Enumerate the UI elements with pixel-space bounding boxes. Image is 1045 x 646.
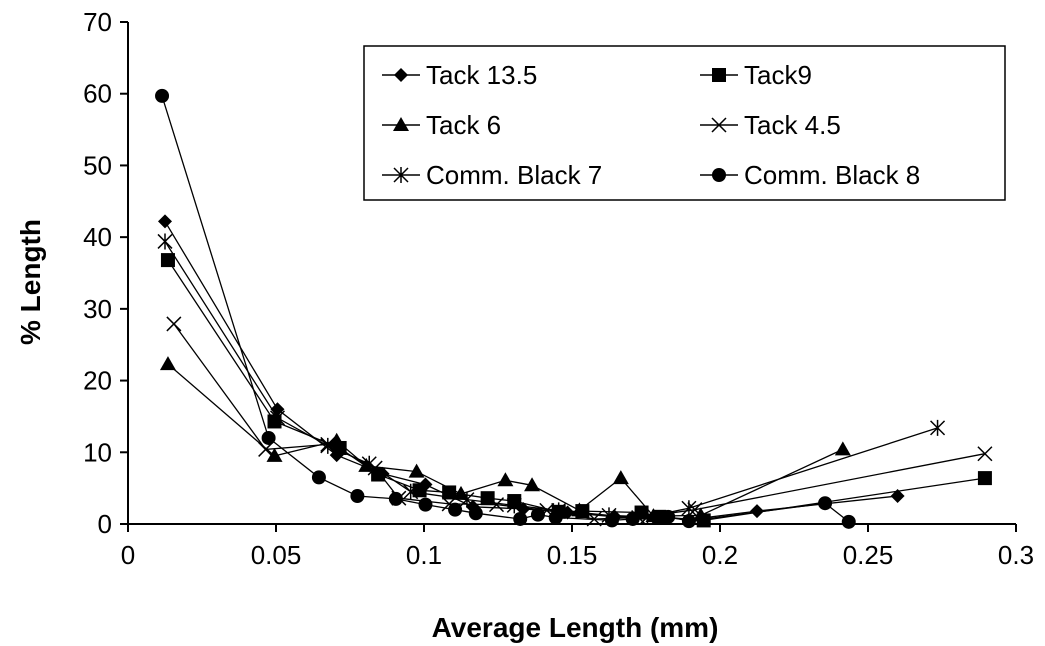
y-tick-label: 0 <box>98 509 112 539</box>
data-point <box>418 497 433 512</box>
x-tick-label: 0.2 <box>702 540 738 570</box>
data-point <box>506 497 522 514</box>
data-point <box>548 510 563 525</box>
data-point <box>681 514 696 529</box>
data-point <box>166 316 182 332</box>
x-tick-label: 0.3 <box>998 540 1034 570</box>
data-point <box>320 437 336 454</box>
data-point <box>612 470 629 485</box>
data-point <box>160 253 175 268</box>
data-point <box>625 511 640 526</box>
tick-labels: 0 10 20 30 40 50 60 70 0 0.05 0.1 0.15 0.2 0.25 0.3 <box>83 7 1034 570</box>
data-point <box>388 491 403 506</box>
legend-label: Tack 6 <box>426 110 501 140</box>
data-point <box>681 500 697 517</box>
y-tick-label: 10 <box>83 437 112 467</box>
data-point <box>157 233 173 250</box>
data-point <box>371 467 386 482</box>
legend-label: Comm. Black 7 <box>426 160 602 190</box>
legend-label: Tack 13.5 <box>426 60 537 90</box>
data-point <box>328 432 345 447</box>
data-point <box>408 463 425 478</box>
data-point <box>403 483 419 500</box>
y-tick-label: 60 <box>83 79 112 109</box>
legend-item: Tack9 <box>700 60 812 90</box>
data-point <box>977 471 992 486</box>
x-tick-label: 0.1 <box>406 540 442 570</box>
legend-item: Comm. Black 7 <box>382 160 602 190</box>
legend-item: Tack 13.5 <box>382 60 537 90</box>
series-6 <box>155 88 856 529</box>
axes <box>120 21 1017 532</box>
y-axis-title: % Length <box>15 219 46 345</box>
data-point <box>158 214 172 229</box>
y-tick-label: 50 <box>83 150 112 180</box>
legend-marker <box>711 117 727 133</box>
legend-label: Comm. Black 8 <box>744 160 920 190</box>
data-point <box>604 513 619 528</box>
data-point <box>155 88 170 103</box>
legend-label: Tack 4.5 <box>744 110 841 140</box>
series-line <box>167 259 985 522</box>
data-point <box>266 447 283 462</box>
data-point <box>639 508 656 525</box>
legend-marker <box>393 167 409 183</box>
data-point <box>261 430 276 445</box>
data-point <box>258 441 274 457</box>
y-tick-label: 20 <box>83 366 112 396</box>
legend-item: Comm. Black 8 <box>700 160 920 190</box>
legend-label: Tack9 <box>744 60 812 90</box>
data-point <box>361 455 377 472</box>
legend-marker <box>712 68 726 82</box>
data-point <box>692 507 709 522</box>
y-tick-label: 40 <box>83 222 112 252</box>
data-point <box>442 485 457 500</box>
data-point <box>530 507 545 522</box>
data-point <box>818 496 833 511</box>
x-tick-label: 0.25 <box>843 540 894 570</box>
data-point <box>977 446 993 462</box>
series-layer <box>155 88 993 529</box>
legend-item: Tack 4.5 <box>700 110 841 140</box>
data-point <box>750 504 764 519</box>
data-point <box>448 502 463 517</box>
x-tick-label: 0 <box>121 540 135 570</box>
x-axis-title: Average Length (mm) <box>432 612 719 643</box>
series-4 <box>166 316 993 527</box>
data-point <box>834 441 851 456</box>
legend: Tack 13.5 Tack9 Tack 6 Tack 4.5 Comm. Black … <box>363 45 1006 201</box>
data-point <box>358 457 375 472</box>
series-2 <box>160 253 992 528</box>
data-point <box>269 409 286 426</box>
data-point <box>488 497 505 513</box>
legend-marker <box>712 168 726 182</box>
x-tick-label: 0.05 <box>251 540 302 570</box>
data-point <box>497 472 514 487</box>
legend-marker <box>394 68 408 82</box>
data-point <box>350 489 365 504</box>
x-tick-label: 0.15 <box>547 540 598 570</box>
data-point <box>524 477 541 492</box>
y-tick-label: 70 <box>83 7 112 37</box>
series-line <box>164 241 938 518</box>
data-point <box>930 419 946 436</box>
data-point <box>661 509 676 524</box>
data-point <box>890 489 905 504</box>
data-point <box>841 514 856 529</box>
legend-box <box>363 45 1006 201</box>
data-point <box>311 470 326 485</box>
legend-marker <box>393 117 409 131</box>
data-point <box>513 511 528 526</box>
series-line <box>173 323 986 520</box>
data-point <box>468 506 483 521</box>
legend-item: Tack 6 <box>382 110 501 140</box>
data-point <box>159 356 176 371</box>
y-tick-label: 30 <box>83 294 112 324</box>
series-5 <box>157 233 946 525</box>
data-point <box>459 491 475 508</box>
